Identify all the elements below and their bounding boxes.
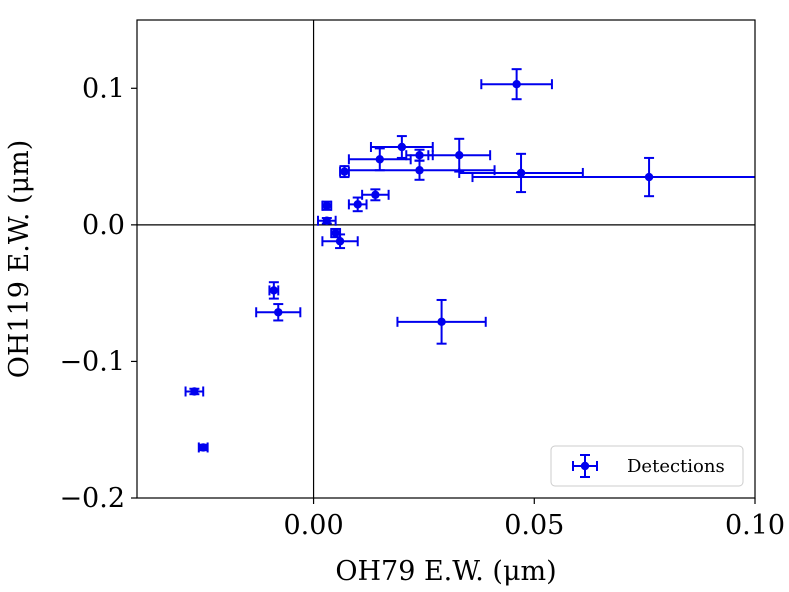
- data-point: [268, 281, 280, 300]
- y-axis-ticks: −0.2 −0.1 0.0 0.1: [59, 73, 137, 514]
- data-marker: [269, 286, 279, 295]
- y-axis-label: OH119 E.W. (μm): [4, 140, 35, 379]
- x-axis-ticks: 0.00 0.05 0.10: [284, 498, 785, 541]
- x-tick-label: 0.05: [504, 510, 564, 541]
- y-tick-label: 0.1: [82, 73, 125, 104]
- data-point: [339, 165, 350, 179]
- data-marker: [335, 237, 345, 246]
- plot-frame: [136, 19, 756, 499]
- data-marker: [190, 387, 199, 396]
- data-marker: [415, 151, 424, 160]
- legend-label: Detections: [627, 456, 725, 477]
- legend: Detections: [550, 445, 744, 487]
- data-point: [316, 215, 337, 226]
- reference-lines: [137, 20, 755, 498]
- data-marker: [644, 172, 654, 182]
- data-marker: [512, 79, 521, 89]
- data-marker: [274, 308, 283, 317]
- data-marker: [455, 151, 464, 160]
- data-marker: [371, 190, 380, 200]
- data-points: [184, 68, 755, 453]
- data-point: [369, 135, 434, 159]
- x-tick-label: 0.00: [284, 510, 344, 541]
- data-point: [347, 196, 368, 213]
- data-marker: [199, 443, 208, 452]
- data-marker: [331, 228, 340, 238]
- data-marker: [415, 166, 424, 175]
- data-marker: [322, 201, 332, 210]
- data-point: [396, 298, 487, 345]
- data-point: [480, 68, 553, 101]
- data-marker: [516, 168, 526, 178]
- y-tick-label: −0.1: [59, 346, 125, 377]
- y-tick-label: −0.2: [59, 483, 125, 514]
- data-marker: [397, 142, 407, 152]
- data-marker: [375, 155, 384, 164]
- data-marker: [322, 216, 332, 225]
- data-marker: [437, 317, 446, 327]
- data-point: [321, 200, 333, 211]
- legend-marker-glyph: [572, 454, 598, 478]
- data-marker: [353, 200, 362, 209]
- data-marker: [340, 167, 349, 176]
- data-point: [255, 303, 302, 322]
- data-point: [471, 156, 755, 198]
- data-point: [184, 386, 205, 397]
- legend-box: [550, 445, 744, 487]
- legend-marker: [572, 454, 598, 478]
- data-point: [321, 233, 359, 250]
- x-axis-label: OH79 E.W. (μm): [335, 556, 556, 587]
- data-point: [458, 152, 584, 194]
- data-point: [197, 442, 209, 453]
- x-tick-label: 0.10: [725, 510, 785, 541]
- data-marker: [580, 461, 590, 471]
- y-tick-label: 0.0: [82, 210, 125, 241]
